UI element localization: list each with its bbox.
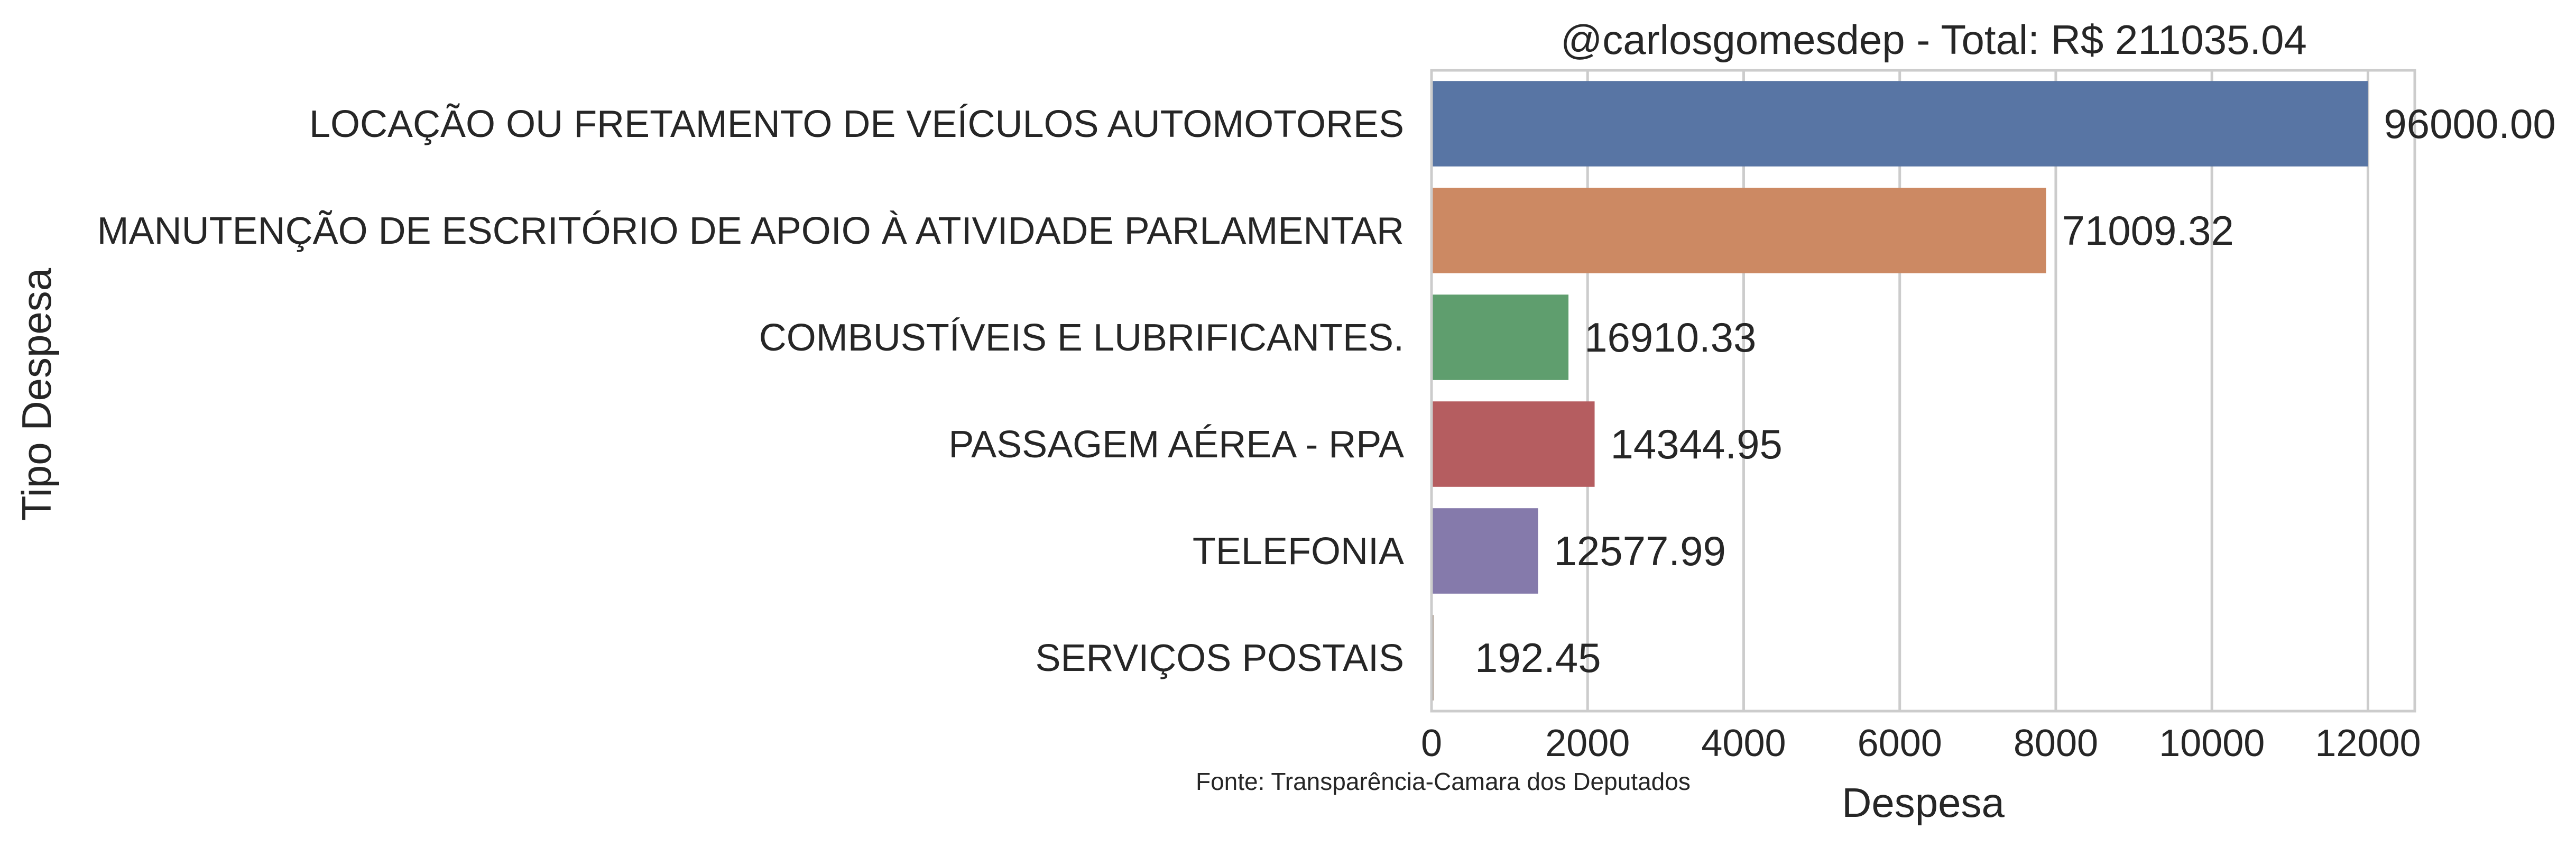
- bar: [1432, 188, 2046, 273]
- data-labels: 96000.00 71009.32 16910.33 14344.95 12577.99…: [1475, 100, 2556, 681]
- data-label: 12577.99: [1554, 528, 1726, 574]
- bars: [1432, 81, 2368, 701]
- data-label: 14344.95: [1611, 421, 1783, 467]
- x-tick-label: 0: [1421, 722, 1442, 765]
- x-tick-label: 12000: [2315, 722, 2421, 765]
- x-tick-label: 8000: [2014, 722, 2098, 765]
- bar: [1432, 508, 1538, 594]
- category-label: LOCAÇÃO OU FRETAMENTO DE VEÍCULOS AUTOMO…: [309, 103, 1404, 145]
- gridlines: [1430, 70, 2369, 711]
- category-labels: LOCAÇÃO OU FRETAMENTO DE VEÍCULOS AUTOMO…: [97, 103, 1404, 679]
- category-label: PASSAGEM AÉREA - RPA: [948, 423, 1404, 466]
- data-label: 192.45: [1475, 634, 1601, 681]
- bar: [1432, 401, 1595, 487]
- bar: [1432, 294, 1569, 380]
- category-label: MANUTENÇÃO DE ESCRITÓRIO DE APOIO À ATIV…: [97, 210, 1404, 252]
- category-label: COMBUSTÍVEIS E LUBRIFICANTES.: [759, 317, 1404, 359]
- x-tick-label: 10000: [2159, 722, 2265, 765]
- bar: [1432, 81, 2368, 167]
- x-tick-label: 6000: [1858, 722, 1942, 765]
- data-label: 96000.00: [2384, 100, 2555, 147]
- category-label: TELEFONIA: [1193, 530, 1404, 573]
- x-tick-label: 2000: [1545, 722, 1630, 765]
- chart-title: @carlosgomesdep - Total: R$ 211035.04: [1561, 16, 2307, 63]
- x-tick-label: 4000: [1701, 722, 1786, 765]
- x-axis-label: Despesa: [1842, 779, 2005, 826]
- y-axis-label: Tipo Despesa: [13, 268, 60, 521]
- plot-frame: [1430, 69, 2416, 713]
- category-label: SERVIÇOS POSTAIS: [1035, 637, 1404, 679]
- source-note: Fonte: Transparência-Camara dos Deputado…: [1196, 768, 1691, 795]
- data-label: 71009.32: [2062, 207, 2234, 254]
- data-label: 16910.33: [1584, 314, 1756, 361]
- x-tick-labels: 0 2000 4000 6000 8000 10000 12000: [1421, 722, 2421, 765]
